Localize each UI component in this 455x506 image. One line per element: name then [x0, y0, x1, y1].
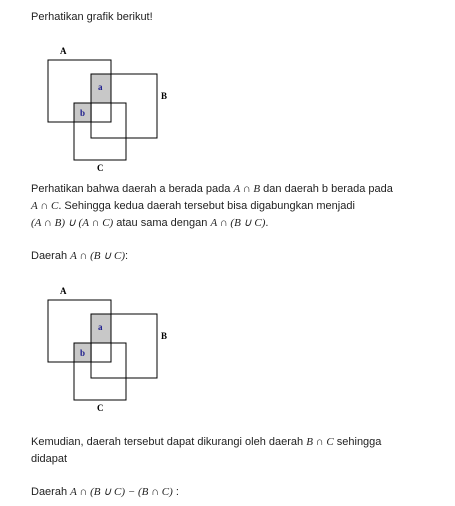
- set-a-label: A: [60, 46, 67, 56]
- para3-text-3: didapat: [31, 453, 68, 465]
- region-a-shade: [91, 74, 111, 103]
- set-b-rect: [90, 313, 158, 379]
- set-a-label: A: [60, 286, 67, 296]
- paragraph-explanation: Perhatikan bahwa daerah a berada pada A …: [31, 181, 441, 232]
- para1-text-1: Perhatikan bahwa daerah a berada pada: [31, 183, 234, 195]
- para4-text-2: :: [172, 486, 179, 498]
- set-a-rect: [47, 299, 112, 363]
- set-c-label: C: [97, 163, 104, 173]
- para3-text-1: Kemudian, daerah tersebut dapat dikurang…: [31, 436, 307, 448]
- para2-text-1: Daerah: [31, 250, 71, 262]
- para4-text-1: Daerah: [31, 486, 71, 498]
- intro-text: Perhatikan grafik berikut!: [31, 11, 153, 23]
- paragraph-final-region: Daerah A ∩ (B ∪ C) − (B ∩ C) :: [31, 484, 179, 501]
- para1-text-4: atau sama dengan: [113, 217, 211, 229]
- para1-text-3: . Sehingga kedua daerah tersebut bisa di…: [58, 200, 355, 212]
- venn-diagram-1: A B C a b: [40, 42, 180, 177]
- set-c-label: C: [97, 403, 104, 413]
- region-b-label: b: [80, 348, 85, 358]
- paragraph-subtraction: Kemudian, daerah tersebut dapat dikurang…: [31, 434, 441, 468]
- math-region-expression: A ∩ (B ∪ C): [70, 250, 126, 262]
- region-a-shade: [91, 314, 111, 343]
- para1-text-5: .: [265, 217, 269, 229]
- math-a-intersect-c: A ∩ C: [31, 200, 59, 212]
- venn-diagram-2: A B C a b: [40, 282, 180, 417]
- para1-text-2: dan daerah b berada pada: [260, 183, 393, 195]
- math-distributive-expression: A ∩ (B ∪ C): [210, 217, 266, 229]
- region-b-shade: [74, 343, 92, 362]
- region-b-shade: [74, 103, 92, 122]
- para3-text-2: sehingga: [333, 436, 382, 448]
- set-c-rect: [73, 102, 127, 161]
- region-a-label: a: [98, 82, 103, 92]
- set-b-rect: [90, 73, 158, 139]
- para2-text-2: :: [125, 250, 129, 262]
- set-b-label: B: [161, 331, 167, 341]
- math-b-intersect-c: B ∩ C: [306, 436, 334, 448]
- region-b-label: b: [80, 108, 85, 118]
- region-a-label: a: [98, 322, 103, 332]
- math-final-expression: A ∩ (B ∪ C) − (B ∩ C): [70, 486, 173, 498]
- paragraph-region-heading: Daerah A ∩ (B ∪ C):: [31, 248, 128, 265]
- set-a-rect: [47, 59, 112, 123]
- set-c-rect: [73, 342, 127, 401]
- math-a-intersect-b: A ∩ B: [233, 183, 261, 195]
- math-union-expression: (A ∩ B) ∪ (A ∩ C): [31, 217, 114, 229]
- set-b-label: B: [161, 91, 167, 101]
